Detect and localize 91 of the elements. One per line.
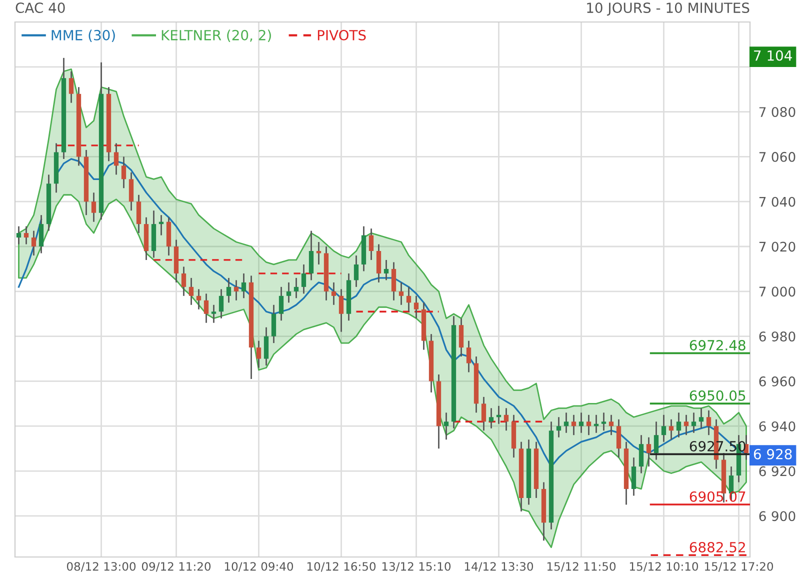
candlestick — [271, 304, 276, 344]
candlestick — [608, 414, 614, 436]
candlestick — [226, 277, 232, 304]
candlestick — [406, 286, 412, 312]
candlestick — [586, 414, 592, 436]
x-tick-label: 15/12 17:20 — [704, 562, 774, 572]
candlestick — [488, 407, 494, 430]
candlestick — [654, 420, 659, 460]
y-tick-label: 6 980 — [759, 332, 796, 342]
legend-label: PIVOTS — [318, 30, 366, 40]
x-tick-label: 14/12 13:30 — [464, 562, 534, 572]
candlestick — [556, 416, 562, 438]
candlestick — [331, 282, 336, 306]
x-tick-label: 13/12 15:10 — [382, 562, 451, 572]
y-tick-label: 6 960 — [759, 376, 796, 386]
candlestick — [294, 277, 299, 299]
y-tick-label: 7 080 — [759, 107, 796, 118]
candlestick — [68, 70, 74, 104]
candlestick — [631, 456, 636, 496]
candlestick — [241, 272, 246, 299]
candlestick — [278, 286, 284, 322]
y-tick-label: 7 060 — [759, 152, 796, 162]
candlestick — [638, 434, 644, 474]
candlestick — [601, 412, 606, 432]
y-tick-label: 7 020 — [759, 242, 796, 252]
y-tick-label: 6 920 — [759, 466, 796, 476]
candlestick — [578, 412, 584, 434]
candlestick — [16, 226, 22, 245]
candlestick — [31, 230, 36, 256]
x-tick-label: 15/12 10:10 — [630, 562, 698, 572]
candlestick — [376, 244, 382, 284]
ref-line-label: 6882.52 — [690, 542, 745, 552]
candlestick — [444, 412, 449, 440]
candlestick — [114, 142, 119, 176]
candlestick — [286, 282, 292, 304]
candlestick — [646, 436, 652, 468]
x-tick-label: 09/12 11:20 — [142, 562, 211, 572]
candlestick — [301, 264, 306, 294]
candlestick — [196, 288, 202, 310]
ref-line-label: 6950.05 — [690, 390, 746, 401]
x-tick-label: 10/12 16:50 — [307, 562, 376, 572]
legend-label: KELTNER (20, 2) — [162, 30, 271, 42]
candlestick — [668, 418, 674, 440]
candlestick — [181, 266, 186, 297]
candlestick — [24, 226, 29, 245]
candlestick — [136, 194, 142, 234]
candlestick — [234, 279, 239, 302]
ref-line-label: 6972.48 — [690, 340, 746, 350]
candlestick — [256, 340, 262, 368]
candlestick — [398, 282, 404, 306]
candlestick — [684, 414, 689, 436]
candlestick — [504, 407, 509, 432]
candlestick — [91, 192, 96, 223]
x-tick-label: 08/12 13:00 — [66, 562, 136, 572]
candlestick — [391, 262, 396, 302]
candlestick — [218, 288, 224, 320]
chart-title: CAC 40 — [16, 2, 65, 14]
candlestick — [121, 156, 126, 189]
candlestick — [368, 228, 374, 261]
text: 6 928 — [754, 448, 792, 460]
candlestick — [706, 410, 712, 436]
candlestick — [128, 172, 134, 212]
y-tick-label: 6 900 — [759, 511, 796, 522]
candlestick — [691, 412, 696, 434]
legend-label: MME (30) — [52, 30, 115, 42]
text: 7 104 — [754, 50, 792, 61]
y-tick-label: 6 940 — [759, 421, 796, 432]
candlestick — [188, 277, 194, 306]
candlestick — [616, 418, 622, 458]
candlestick — [661, 414, 666, 443]
candlestick — [264, 326, 269, 366]
candlestick — [384, 259, 389, 281]
candlestick — [38, 214, 44, 254]
x-tick-label: 15/12 11:50 — [547, 562, 616, 572]
y-tick-label: 7 000 — [759, 286, 796, 297]
candlestick — [354, 254, 359, 288]
candlestick — [211, 304, 216, 324]
candlestick — [338, 288, 344, 333]
candlestick — [481, 396, 486, 432]
x-tick-label: 10/12 09:40 — [224, 562, 294, 572]
candlestick — [308, 230, 314, 281]
candlestick — [564, 412, 569, 434]
candlestick — [466, 340, 472, 373]
y-tick-label: 7 040 — [759, 196, 796, 207]
candlestick — [414, 295, 419, 320]
candlestick — [571, 414, 576, 436]
candlestick — [204, 292, 209, 324]
chart-subtitle: 10 JOURS - 10 MINUTES — [587, 2, 750, 16]
candlestick — [698, 407, 704, 430]
candlestick — [458, 318, 464, 358]
candlestick — [676, 412, 682, 438]
